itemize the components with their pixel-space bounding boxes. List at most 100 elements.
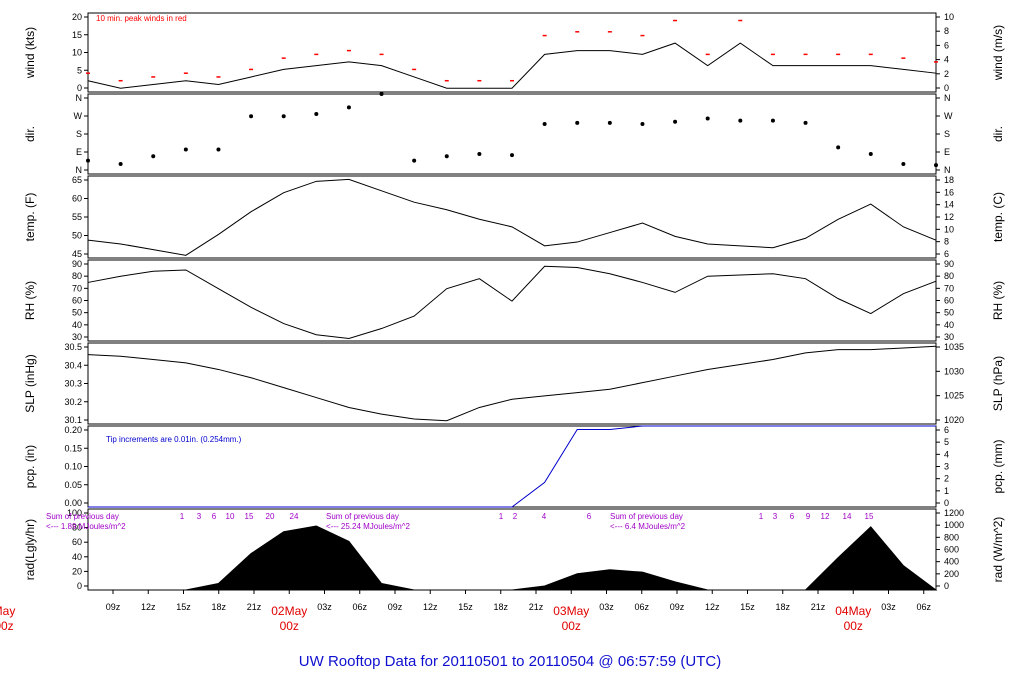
left-tick-label: 45 (72, 249, 82, 259)
right-tick-label: 4 (944, 449, 949, 459)
direction-point (803, 120, 808, 125)
left-tick-label: W (74, 111, 83, 121)
direction-point (444, 154, 449, 159)
y-axis-label-left: pcp. (in) (23, 445, 37, 488)
sum-value: <--- 25.24 MJoules/m^2 (326, 522, 411, 531)
direction-point (510, 153, 514, 158)
left-tick-label: 60 (72, 296, 82, 306)
direction-point (314, 112, 319, 116)
right-tick-label: E (944, 147, 950, 157)
left-tick-label: 70 (72, 283, 82, 293)
y-axis-label-left: wind (kts) (23, 27, 37, 79)
left-tick-label: 50 (72, 308, 82, 318)
right-tick-label: N (944, 93, 951, 103)
right-tick-label: 60 (944, 296, 954, 306)
sum-count-label: 1 (499, 512, 504, 521)
right-tick-label: 400 (944, 557, 959, 567)
y-axis-label-right: SLP (hPa) (991, 356, 1005, 411)
sum-count-label: 6 (587, 512, 592, 521)
right-tick-label: 80 (944, 271, 954, 281)
x-tick-label: 15z (458, 602, 473, 612)
right-tick-label: 90 (944, 259, 954, 269)
direction-point (183, 147, 188, 152)
sum-value: <--- 1.89 MJoules/m^2 (46, 522, 126, 531)
y-axis-label-right: temp. (C) (991, 192, 1005, 242)
sum-count-label: 9 (806, 512, 811, 521)
sum-count-label: 4 (542, 512, 547, 521)
y-axis-label-right: wind (m/s) (991, 25, 1005, 81)
left-tick-label: 30 (72, 332, 82, 342)
right-tick-label: 0 (944, 498, 949, 508)
direction-point (607, 120, 612, 125)
left-tick-label: 0.00 (64, 498, 82, 508)
left-tick-label: N (76, 93, 83, 103)
precip-line (88, 425, 936, 508)
right-tick-label: 2 (944, 474, 949, 484)
panel-temperature: 45 50 55 60 65 6 8 10 12 14 16 18 temp. (F) temp. (C) (23, 175, 1005, 259)
right-tick-label: 1200 (944, 508, 964, 518)
sum-count-label: 1 (759, 512, 764, 521)
x-tick-label: 03z (317, 602, 332, 612)
x-tick-label: 21z (529, 602, 544, 612)
right-tick-label: 3 (944, 462, 949, 472)
right-tick-label: 12 (944, 212, 954, 222)
right-tick-label: 1030 (944, 366, 964, 376)
direction-point (836, 145, 841, 150)
x-tick-label: 12z (423, 602, 438, 612)
direction-point (86, 158, 90, 163)
panel-slp: 30.1 30.2 30.3 30.4 30.5 1020 1025 1030 1035 SLP … (23, 342, 1005, 425)
left-tick-label: 0.20 (64, 425, 82, 435)
left-tick-label: 15 (72, 30, 82, 40)
left-tick-label: 0.15 (64, 443, 82, 453)
right-tick-label: 30 (944, 332, 954, 342)
x-tick-label: 21z (811, 602, 826, 612)
x-tick-label: 12z (705, 602, 720, 612)
left-tick-label: 20 (72, 12, 82, 22)
date-marker-zulu: 00z (280, 619, 299, 633)
plot-frame (87, 175, 937, 259)
sum-label: Sum of previous day (326, 512, 399, 521)
x-tick-label: 09z (388, 602, 403, 612)
x-tick-label: 03z (599, 602, 614, 612)
x-tick-label: 18z (493, 602, 508, 612)
sum-count-label: 3 (773, 512, 778, 521)
sum-count-label: 3 (197, 512, 202, 521)
direction-point (738, 118, 743, 123)
x-tick-label: 18z (211, 602, 226, 612)
x-tick-label: 15z (740, 602, 755, 612)
y-axis-label-right: dir. (991, 126, 1005, 142)
x-tick-label: 09z (106, 602, 121, 612)
direction-point (542, 122, 547, 126)
y-axis-label-right: RH (%) (991, 281, 1005, 320)
date-marker-zulu: 00z (0, 619, 14, 633)
right-tick-label: 2 (944, 69, 949, 79)
left-tick-label: 40 (72, 320, 82, 330)
right-tick-label: 8 (944, 26, 949, 36)
right-tick-label: 0 (944, 83, 949, 93)
precip-annotation: Tip increments are 0.01in. (0.254mm.) (106, 435, 242, 444)
wind-annotation: 10 min. peak winds in red (96, 14, 187, 23)
left-tick-label: 90 (72, 259, 82, 269)
panel-wind: 0 5 10 15 20 0 2 4 6 8 10 wind (kts) wind (m/s) 10 mi… (23, 12, 1005, 93)
direction-point (770, 118, 775, 123)
left-tick-label: 10 (72, 48, 82, 58)
direction-point (934, 163, 938, 168)
x-tick-label: 06z (352, 602, 367, 612)
right-tick-label: 1000 (944, 520, 964, 530)
right-tick-label: 50 (944, 308, 954, 318)
left-tick-label: 30.1 (64, 415, 82, 425)
plot-frame (87, 508, 937, 591)
sum-count-label: 20 (266, 512, 275, 521)
left-tick-label: 60 (72, 194, 82, 204)
sum-count-label: 6 (212, 512, 217, 521)
left-tick-label: 0.10 (64, 462, 82, 472)
left-tick-label: 30.4 (64, 360, 82, 370)
left-tick-label: 5 (77, 65, 82, 75)
right-tick-label: 1020 (944, 415, 964, 425)
x-tick-label: 15z (176, 602, 191, 612)
slp-line (87, 345, 937, 422)
right-tick-label: 4 (944, 55, 949, 65)
sum-label: Sum of previous day (610, 512, 683, 521)
sum-count-label: 10 (226, 512, 235, 521)
